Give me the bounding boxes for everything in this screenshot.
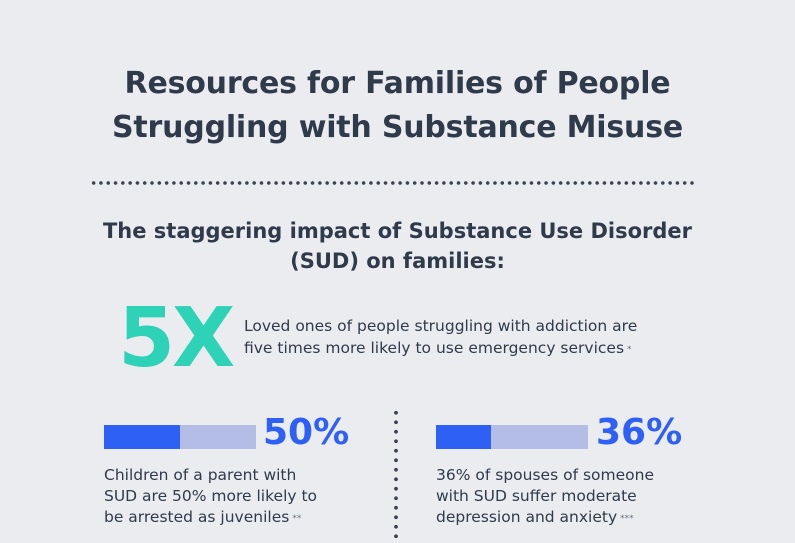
vertical-dotted-divider [393, 408, 399, 543]
big-stat-description: Loved ones of people struggling with add… [244, 315, 684, 361]
subtitle-line-1: The staggering impact of Substance Use D… [102, 219, 693, 243]
dotted-divider [90, 180, 695, 186]
subtitle-line-2: (SUD) on families: [290, 249, 505, 273]
big-stat-value: 5X [118, 291, 235, 386]
stat-right-footnote: *** [620, 514, 634, 524]
title-line-2: Struggling with Substance Misuse [112, 110, 683, 145]
stat-right-description: 36% of spouses of someone with SUD suffe… [436, 465, 736, 530]
stat-left-progress-fill [104, 425, 180, 449]
stat-left-footnote: ** [292, 514, 302, 524]
stat-right-percent: 36% [596, 412, 683, 453]
big-stat-footnote: * [627, 345, 632, 355]
stat-right-line-1: 36% of spouses of someone [436, 466, 654, 484]
stat-left-line-1: Children of a parent with [104, 466, 297, 484]
stat-left-percent: 50% [263, 412, 350, 453]
section-subtitle: The staggering impact of Substance Use D… [0, 216, 795, 276]
stat-left-description: Children of a parent with SUD are 50% mo… [104, 465, 364, 530]
stat-right-progress-bar [436, 425, 588, 449]
stat-left-line-3: be arrested as juveniles [104, 508, 290, 526]
big-stat-line-1: Loved ones of people struggling with add… [244, 317, 638, 335]
stat-left-line-2: SUD are 50% more likely to [104, 487, 318, 505]
title-line-1: Resources for Families of People [124, 66, 671, 101]
page-title: Resources for Families of People Struggl… [0, 62, 795, 150]
stat-left-progress-bar [104, 425, 256, 449]
big-stat-line-2: five times more likely to use emergency … [244, 339, 625, 357]
stat-right-progress-fill [436, 425, 491, 449]
stat-right-line-3: depression and anxiety [436, 508, 618, 526]
stat-right-line-2: with SUD suffer moderate [436, 487, 637, 505]
